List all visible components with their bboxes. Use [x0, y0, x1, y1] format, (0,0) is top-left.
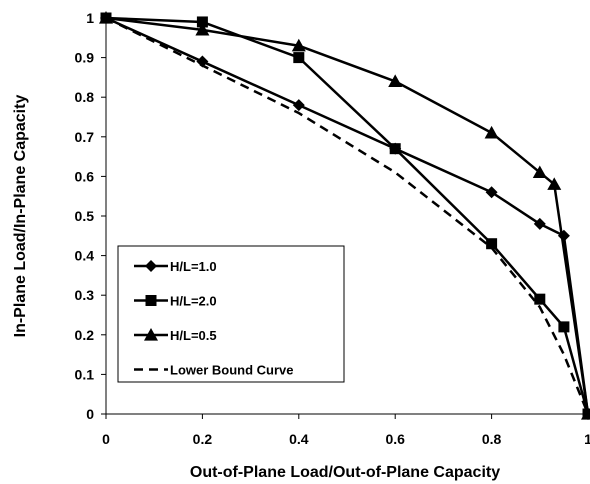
y-tick-label: 0.5	[75, 208, 95, 224]
legend-label-h-l-2-0: H/L=2.0	[170, 294, 217, 309]
square-marker	[486, 238, 498, 250]
diamond-marker	[292, 99, 305, 112]
x-tick-label: 0.8	[482, 431, 502, 447]
series-group	[99, 11, 590, 420]
x-tick-label: 0.2	[193, 431, 213, 447]
square-marker	[558, 321, 570, 333]
ticks: 0 0.2 0.4 0.6 0.8 1 0 0.1 0.2 0.3 0.4 0.5 0.6 0.7 0.8 0…	[75, 10, 590, 447]
triangle-marker	[388, 74, 403, 87]
y-tick-label: 0.1	[75, 366, 95, 382]
diamond-marker	[196, 55, 209, 68]
y-tick-label: 0.2	[75, 327, 95, 343]
y-tick-label: 0	[86, 406, 94, 422]
series-lower-bound-curve	[105, 16, 590, 415]
x-axis-title: Out-of-Plane Load/Out-of-Plane Capacity	[190, 464, 500, 481]
legend-label-lower-bound-curve: Lower Bound Curve	[170, 363, 294, 378]
triangle-marker	[195, 22, 210, 36]
y-axis-title: In-Plane Load/In-Plane Capacity	[12, 95, 29, 338]
y-tick-label: 1	[86, 10, 94, 26]
diamond-marker	[533, 217, 546, 230]
diamond-marker	[485, 186, 498, 199]
legend-box	[117, 245, 345, 383]
triangle-marker	[291, 38, 306, 52]
diamond-marker	[557, 229, 570, 242]
square-marker	[293, 52, 305, 64]
series-line	[105, 16, 590, 415]
square-marker	[145, 295, 157, 306]
square-marker	[196, 16, 208, 28]
legend-label-h-l-1-0: H/L=1.0	[170, 259, 217, 274]
y-tick-label: 0.6	[75, 168, 95, 184]
square-marker	[534, 293, 546, 305]
triangle-marker	[144, 328, 158, 341]
y-tick-label: 0.7	[75, 129, 95, 145]
legend: H/L=1.0 H/L=2.0 H/L=0.5 Lower Bound Curve	[117, 245, 345, 383]
triangle-marker	[547, 177, 562, 190]
triangle-marker	[484, 125, 499, 139]
triangle-marker	[532, 165, 547, 179]
y-tick-label: 0.8	[75, 89, 95, 105]
legend-label-h-l-0-5: H/L=0.5	[170, 328, 217, 343]
square-marker	[389, 143, 401, 155]
triangle-marker	[581, 407, 590, 420]
x-tick-label: 0	[102, 431, 110, 447]
diamond-marker	[145, 260, 157, 272]
x-tick-label: 1	[584, 431, 590, 447]
y-tick-label: 0.3	[75, 287, 95, 303]
x-tick-label: 0.6	[385, 431, 405, 447]
y-tick-label: 0.9	[75, 50, 95, 66]
y-tick-label: 0.4	[75, 248, 95, 264]
x-tick-label: 0.4	[289, 431, 309, 447]
